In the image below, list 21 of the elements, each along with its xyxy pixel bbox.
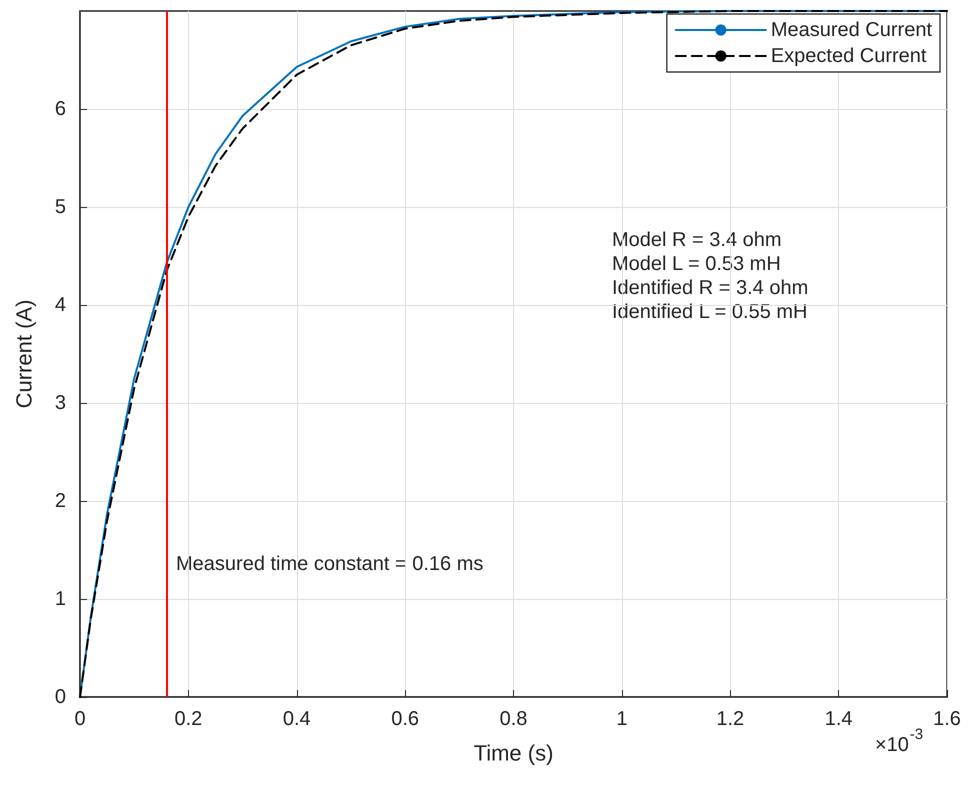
x-tick-label: 0.8 xyxy=(500,708,528,730)
y-tick-label: 0 xyxy=(54,686,66,708)
x-tick-label: 0.4 xyxy=(282,708,311,730)
x-tick-label: 0 xyxy=(74,708,86,730)
y-axis-title: Current (A) xyxy=(12,300,36,408)
y-tick-label: 6 xyxy=(54,98,66,120)
x-tick-label: 1.2 xyxy=(716,708,744,730)
y-tick-label: 4 xyxy=(54,294,66,316)
x-tick-label: 1 xyxy=(616,708,628,730)
x-tick-label: 0.2 xyxy=(174,708,202,730)
legend-label: Measured Current xyxy=(770,19,932,41)
y-tick-label: 5 xyxy=(54,196,66,218)
y-tick-label: 3 xyxy=(54,392,66,414)
legend-label: Expected Current xyxy=(770,45,927,67)
x-tick-label: 1.6 xyxy=(933,708,961,730)
y-tick-label: 2 xyxy=(54,490,66,512)
x-tick-label: 0.6 xyxy=(391,708,420,730)
x-axis-title: Time (s) xyxy=(474,740,554,766)
line-series xyxy=(79,10,948,698)
y-tick-label: 1 xyxy=(54,588,66,610)
x-tick-label: 1.4 xyxy=(824,708,853,730)
